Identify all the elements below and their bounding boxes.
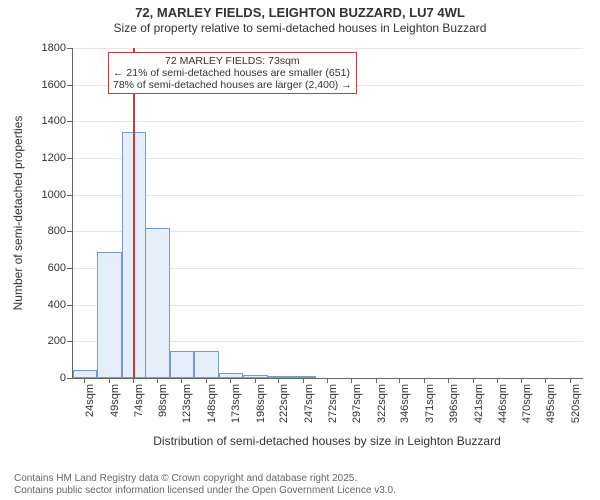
x-tick-mark	[157, 378, 158, 383]
x-tick-mark	[473, 378, 474, 383]
x-tick-mark	[497, 378, 498, 383]
x-tick-mark	[230, 378, 231, 383]
y-tick-mark	[67, 231, 72, 232]
annotation-line: 78% of semi-detached houses are larger (…	[113, 79, 352, 91]
x-tick-mark	[376, 378, 377, 383]
attribution-line-1: Contains HM Land Registry data © Crown c…	[14, 473, 396, 485]
x-tick-mark	[255, 378, 256, 383]
y-tick-label: 1000	[2, 189, 66, 201]
bar	[291, 376, 315, 378]
attribution-line-2: Contains public sector information licen…	[14, 485, 396, 497]
bar	[243, 375, 267, 378]
y-tick-mark	[67, 268, 72, 269]
bar	[97, 252, 121, 378]
x-tick-label: 24sqm	[84, 384, 96, 417]
chart-container: 72, MARLEY FIELDS, LEIGHTON BUZZARD, LU7…	[0, 0, 600, 500]
y-tick-label: 1800	[2, 42, 66, 54]
x-tick-label: 520sqm	[570, 384, 582, 423]
x-tick-mark	[84, 378, 85, 383]
chart-subtitle: Size of property relative to semi-detach…	[0, 21, 600, 35]
x-tick-label: 371sqm	[424, 384, 436, 423]
x-tick-label: 495sqm	[545, 384, 557, 423]
x-tick-label: 421sqm	[473, 384, 485, 423]
y-tick-mark	[67, 378, 72, 379]
x-tick-mark	[424, 378, 425, 383]
y-tick-label: 800	[2, 225, 66, 237]
y-tick-label: 1400	[2, 115, 66, 127]
x-tick-mark	[448, 378, 449, 383]
x-tick-mark	[545, 378, 546, 383]
x-tick-mark	[206, 378, 207, 383]
x-tick-label: 346sqm	[399, 384, 411, 423]
plot-area: 72 MARLEY FIELDS: 73sqm← 21% of semi-det…	[72, 48, 583, 379]
x-tick-mark	[327, 378, 328, 383]
x-tick-label: 297sqm	[351, 384, 363, 423]
y-tick-mark	[67, 195, 72, 196]
x-tick-label: 272sqm	[327, 384, 339, 423]
gridline	[73, 121, 583, 122]
x-tick-label: 247sqm	[303, 384, 315, 423]
chart-title: 72, MARLEY FIELDS, LEIGHTON BUZZARD, LU7…	[0, 0, 600, 20]
gridline	[73, 48, 583, 49]
x-tick-mark	[181, 378, 182, 383]
x-tick-mark	[133, 378, 134, 383]
x-tick-label: 198sqm	[255, 384, 267, 423]
y-tick-label: 1200	[2, 152, 66, 164]
y-axis-title: Number of semi-detached properties	[11, 116, 25, 311]
attribution-text: Contains HM Land Registry data © Crown c…	[14, 473, 396, 496]
bar	[194, 351, 218, 379]
x-tick-mark	[303, 378, 304, 383]
x-tick-mark	[399, 378, 400, 383]
y-tick-mark	[67, 121, 72, 122]
x-tick-label: 98sqm	[157, 384, 169, 417]
y-tick-mark	[67, 158, 72, 159]
x-tick-mark	[351, 378, 352, 383]
annotation-line: ← 21% of semi-detached houses are smalle…	[113, 67, 352, 79]
x-tick-mark	[521, 378, 522, 383]
bar	[267, 376, 291, 378]
annotation-box: 72 MARLEY FIELDS: 73sqm← 21% of semi-det…	[108, 52, 357, 94]
x-tick-label: 446sqm	[497, 384, 509, 423]
y-tick-label: 0	[2, 372, 66, 384]
x-tick-label: 322sqm	[376, 384, 388, 423]
bar	[145, 228, 169, 378]
y-tick-label: 600	[2, 262, 66, 274]
x-tick-label: 49sqm	[109, 384, 121, 417]
bar	[219, 373, 243, 379]
bar	[170, 351, 194, 379]
x-tick-label: 148sqm	[206, 384, 218, 423]
x-tick-label: 470sqm	[521, 384, 533, 423]
y-tick-label: 200	[2, 335, 66, 347]
bar	[73, 370, 97, 378]
x-tick-mark	[278, 378, 279, 383]
y-tick-label: 400	[2, 299, 66, 311]
y-tick-mark	[67, 85, 72, 86]
y-tick-mark	[67, 48, 72, 49]
y-tick-mark	[67, 341, 72, 342]
gridline	[73, 195, 583, 196]
x-tick-label: 123sqm	[181, 384, 193, 423]
y-tick-mark	[67, 305, 72, 306]
x-tick-label: 222sqm	[278, 384, 290, 423]
annotation-title: 72 MARLEY FIELDS: 73sqm	[113, 55, 352, 67]
gridline	[73, 158, 583, 159]
x-tick-label: 396sqm	[448, 384, 460, 423]
x-tick-label: 74sqm	[133, 384, 145, 417]
x-tick-label: 173sqm	[230, 384, 242, 423]
x-tick-mark	[109, 378, 110, 383]
x-tick-mark	[570, 378, 571, 383]
property-marker-line	[133, 48, 135, 378]
x-axis-title: Distribution of semi-detached houses by …	[153, 434, 501, 448]
y-tick-label: 1600	[2, 79, 66, 91]
